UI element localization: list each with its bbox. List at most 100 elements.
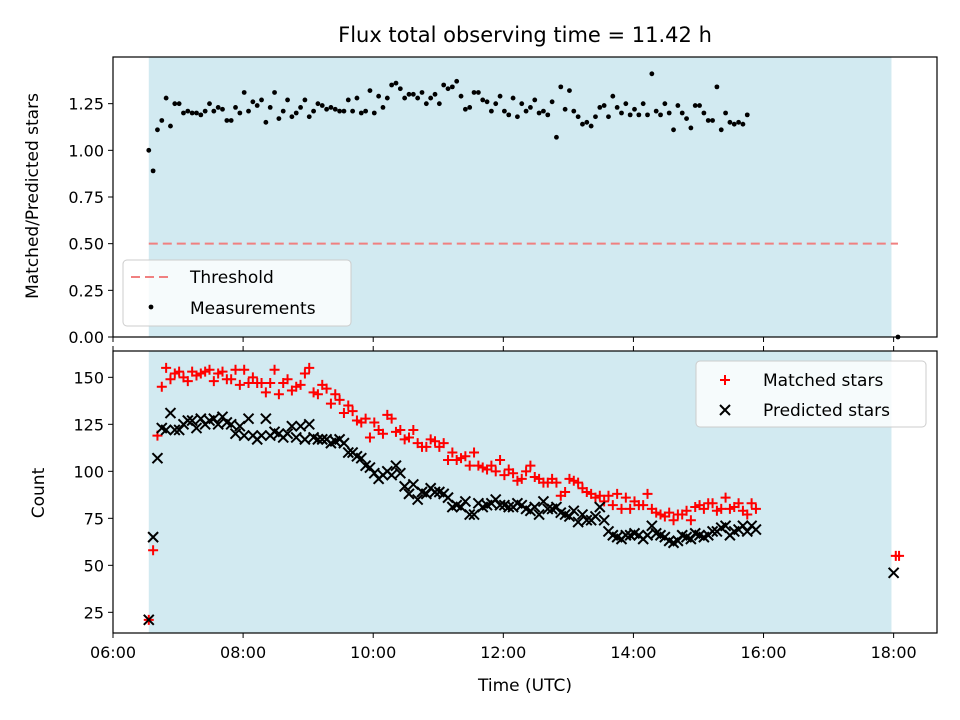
legend-matched-label: Matched stars [763,371,883,391]
measurement-point [584,119,590,125]
matched-star-point [312,389,323,400]
measurement-point [259,97,264,103]
predicted-star-point [385,469,398,481]
measurement-point [658,112,663,118]
measurement-point [250,99,256,105]
measurement-point [515,114,520,120]
measurement-point [254,103,260,108]
matched-star-point [321,383,332,394]
predicted-star-point [229,428,242,440]
measurement-point [593,114,598,120]
measurement-point [488,108,494,114]
x-tick-label: 14:00 [610,643,656,662]
measurement-point [692,103,698,108]
matched-star-point [360,413,371,424]
legend-matched-swatch [720,375,730,385]
matched-star-point [607,500,618,511]
matched-star-point [724,503,735,514]
measurement-point [389,82,395,88]
measurement-point [558,84,564,90]
matched-star-point [247,372,258,383]
matched-star-point [464,460,475,471]
measurement-point [580,121,585,127]
measurement-point [701,110,707,116]
measurement-point [410,91,416,97]
measurement-point [146,147,152,153]
matched-star-point [273,389,284,400]
matched-star-point [208,376,219,387]
matched-star-point [443,455,454,466]
matched-star-point [499,470,510,481]
chart-title: Flux total observing time = 11.42 h [338,23,712,47]
legend-box [122,259,352,327]
measurement-point [684,116,689,121]
measurement-point [202,108,208,114]
predicted-star-point [294,420,307,432]
predicted-star-point [212,418,224,431]
measurement-point [601,103,607,108]
legend-box [695,360,927,428]
predicted-star-point [589,510,602,523]
matched-star-point [364,432,375,443]
matched-star-point [460,451,471,462]
predicted-star-point [620,529,632,541]
y-tick-label: 75 [84,509,104,528]
top-y-axis-label: Matched/Predicted stars [23,93,43,299]
predicted-star-point [186,414,198,427]
measurement-point [718,127,724,133]
matched-star-point [529,471,540,482]
matched-star-point [174,366,185,377]
predicted-star-point [342,446,354,459]
matched-star-point [512,475,523,486]
measurement-point [445,86,451,92]
y-tick-label: 1.00 [68,141,104,160]
matched-star-point [148,545,159,556]
predicted-star-point [225,418,237,431]
x-tick-label: 10:00 [350,643,396,662]
measurement-point [311,108,316,114]
measurement-point [519,101,525,107]
x-tick-label: 06:00 [90,643,136,662]
measurement-point [662,101,668,107]
measurement-point [397,86,403,92]
matched-star-point [265,377,276,388]
measurement-point [272,90,277,95]
measurement-point [736,119,741,125]
matched-star-point [451,455,462,466]
measurement-point [220,106,225,112]
measurement-point [723,110,728,116]
y-tick-label: 0.75 [68,188,104,207]
matched-star-point [594,490,605,501]
matched-star-point [711,505,722,516]
measurement-point [367,88,373,93]
predicted-star-point [542,503,554,515]
measurement-point [176,101,182,107]
predicted-star-point [411,493,424,506]
predicted-star-point [533,508,545,521]
measurement-point [506,112,512,118]
matched-star-point [486,460,497,471]
measurement-point [341,108,347,114]
matched-star-point [421,441,432,452]
matched-star-point [690,502,701,513]
bottom-legend: Matched stars Predicted stars [695,360,927,428]
matched-star-point [256,377,267,388]
matched-star-point [573,477,584,488]
matched-star-point [616,503,627,514]
measurement-point [302,97,308,103]
measurement-point [480,97,486,103]
measurement-point [688,125,694,131]
measurement-point [380,105,386,110]
measurement-point [536,110,542,116]
measurement-point [350,108,356,114]
matched-star-point [334,394,345,405]
matched-star-point [291,381,302,392]
matched-star-point [560,487,571,497]
matched-star-point [338,408,349,419]
matched-star-point [473,460,484,471]
measurement-point [671,127,676,133]
predicted-star-point [572,516,584,528]
measurement-point [632,106,637,112]
matched-star-point [456,453,467,464]
measurement-point [614,105,620,110]
